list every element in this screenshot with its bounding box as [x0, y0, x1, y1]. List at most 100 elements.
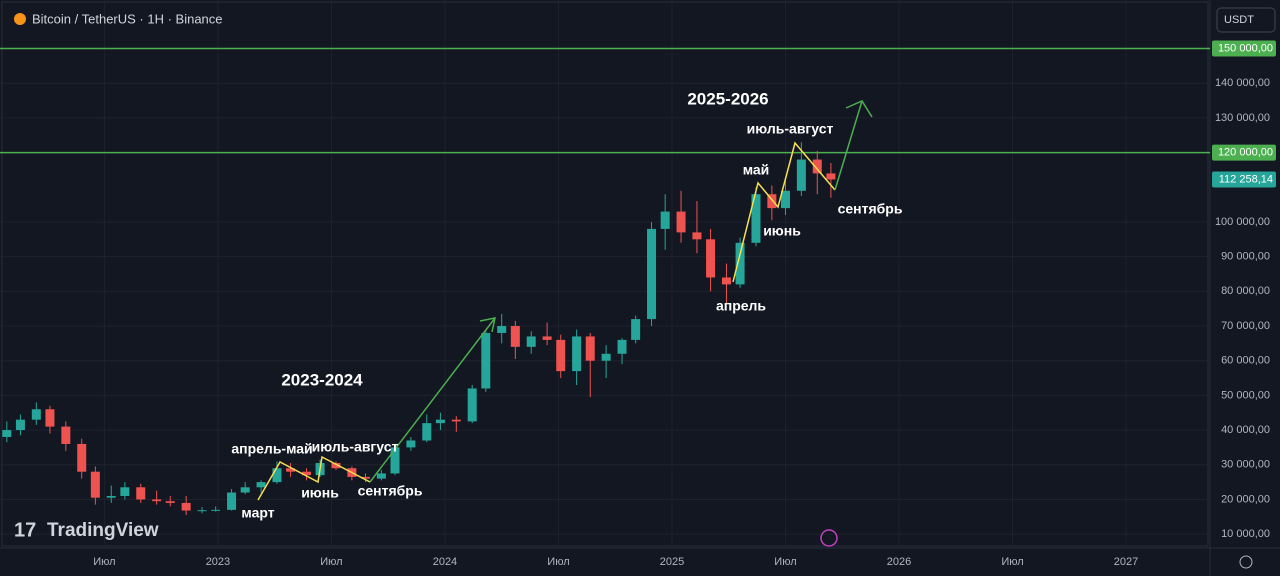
candle-body: [735, 242, 745, 285]
candle-body: [106, 495, 116, 498]
candle-body: [376, 473, 386, 479]
y-tick-label: 30 000,00: [1221, 459, 1270, 471]
zigzag-line: [257, 455, 371, 501]
candle-body: [706, 239, 716, 278]
last-price-label: 112 258,14: [1219, 173, 1273, 185]
candle-body: [826, 173, 836, 180]
arrow-head: [479, 317, 496, 333]
x-tick-label: 2027: [1114, 556, 1138, 568]
candle-body: [481, 332, 491, 389]
candle-body: [692, 232, 702, 240]
annotation: 2025-2026: [687, 89, 768, 108]
annotation: сентябрь: [838, 201, 903, 217]
candle-body: [390, 447, 400, 474]
currency-button[interactable]: [1216, 7, 1276, 33]
candle-body: [631, 319, 641, 340]
annotation: июнь: [763, 223, 801, 239]
candle-body: [812, 159, 822, 174]
y-tick-label: 90 000,00: [1221, 251, 1270, 263]
candle-body: [136, 487, 146, 500]
candle-body: [542, 336, 552, 340]
symbol-icon: [14, 13, 26, 25]
y-tick-label: 10 000,00: [1221, 528, 1270, 540]
candle-body: [721, 277, 731, 285]
candle-body: [647, 228, 657, 320]
candle-body: [90, 471, 100, 498]
y-tick-label: 130 000,00: [1215, 112, 1270, 124]
grid: [0, 0, 1210, 548]
candle-body: [676, 211, 686, 233]
annotation: сентябрь: [358, 483, 423, 499]
event-icon[interactable]: [820, 529, 838, 547]
levels: [0, 47, 1210, 154]
annotation: июль-август: [312, 439, 399, 455]
plot-frame: [1, 1, 1209, 547]
candle-body: [796, 159, 806, 191]
candle-body: [152, 499, 162, 502]
candle-body: [497, 326, 507, 333]
candle-body: [751, 194, 761, 243]
candle-body: [435, 419, 445, 424]
annotation: май: [743, 162, 770, 178]
candle-body: [331, 463, 341, 469]
y-tick-label: 40 000,00: [1221, 424, 1270, 436]
watermark: TradingView: [47, 520, 159, 541]
level-badge: [1212, 144, 1276, 161]
candle-body: [780, 190, 790, 209]
zigzag-line: [732, 141, 836, 283]
candle-body: [301, 471, 311, 476]
candle-body: [617, 339, 627, 354]
y-tick-label: 100 000,00: [1215, 216, 1270, 228]
annotation: июнь: [301, 485, 339, 501]
candle-body: [360, 476, 370, 479]
candle-body: [211, 509, 221, 511]
candle-body: [422, 423, 432, 441]
x-tick-label: Июл: [1001, 556, 1023, 568]
x-tick-label: Июл: [547, 556, 569, 568]
candle-body: [467, 388, 477, 422]
candle-body: [240, 487, 250, 493]
candle-body: [120, 487, 130, 496]
candle-body: [767, 194, 777, 209]
x-tick-label: Июл: [320, 556, 342, 568]
candle-body: [165, 501, 175, 503]
x-tick-label: Июл: [774, 556, 796, 568]
candle-body: [286, 468, 296, 472]
candle-body: [227, 492, 237, 510]
candle-body: [45, 409, 55, 427]
candle-body: [31, 409, 41, 420]
candle-body: [256, 482, 266, 488]
x-tick-label: 2025: [660, 556, 684, 568]
candle-body: [272, 468, 282, 483]
candle-body: [601, 353, 611, 361]
level-badge: [1212, 40, 1276, 57]
y-tick-label: 50 000,00: [1221, 389, 1270, 401]
candle-body: [197, 510, 207, 512]
drawings: [257, 100, 873, 501]
candle-body: [660, 211, 670, 229]
candle-body: [526, 336, 536, 347]
candle-body: [181, 502, 191, 511]
candle-body: [585, 336, 595, 361]
level-label: 150 000,00: [1218, 42, 1273, 54]
candle-body: [406, 440, 416, 448]
annotation: апрель: [716, 298, 766, 314]
symbol-title: Bitcoin / TetherUS · 1H · Binance: [32, 11, 223, 26]
x-tick-label: 2023: [206, 556, 230, 568]
y-tick-label: 20 000,00: [1221, 493, 1270, 505]
candle-body: [510, 326, 520, 347]
candle-body: [451, 419, 461, 422]
trend-arrow: [834, 100, 863, 191]
y-tick-label: 60 000,00: [1221, 355, 1270, 367]
settings-icon[interactable]: [1239, 555, 1253, 569]
candle-body: [572, 336, 582, 372]
annotation: март: [241, 505, 274, 521]
candle-body: [61, 426, 71, 444]
x-tick-label: 2024: [433, 556, 457, 568]
watermark-icon: 17: [14, 519, 36, 541]
level-label: 120 000,00: [1218, 147, 1273, 159]
annotation: июль-август: [747, 121, 834, 137]
x-tick-label: 2026: [887, 556, 911, 568]
